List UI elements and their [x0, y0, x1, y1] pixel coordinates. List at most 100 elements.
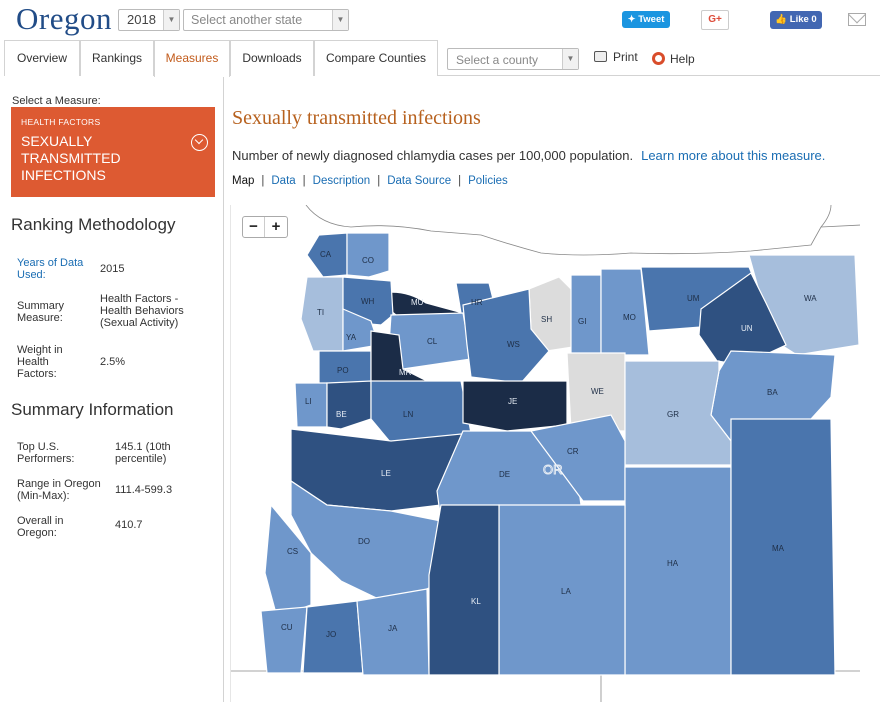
county-label-do: DO	[358, 537, 370, 546]
top-performers-value: 145.1 (10th percentile)	[115, 441, 171, 465]
subnav-separator: |	[458, 175, 462, 187]
county-label-wh: WH	[361, 297, 375, 306]
county-label-mr: MR	[399, 368, 412, 377]
county-je[interactable]	[462, 380, 568, 432]
county-label-cs: CS	[287, 547, 298, 556]
range-value: 111.4-599.3	[115, 484, 173, 496]
county-ja[interactable]	[356, 588, 430, 676]
county-label-le: LE	[381, 469, 391, 478]
summary-information-heading: Summary Information	[11, 400, 174, 419]
lifebuoy-icon	[652, 52, 665, 65]
county-label-we: WE	[591, 387, 604, 396]
twitter-icon: ✦	[627, 14, 636, 25]
county-label-ba: BA	[767, 388, 778, 397]
tweet-button[interactable]: ✦ Tweet	[622, 11, 670, 28]
county-label-ha: HA	[667, 559, 679, 568]
county-ma[interactable]	[730, 418, 836, 676]
years-of-data-label[interactable]: Years of Data Used:	[17, 257, 84, 281]
weight-label: Weight in Health Factors:	[17, 344, 63, 380]
subnav-data-source[interactable]: Data Source	[387, 175, 452, 187]
county-labels: CA CO MU HR SH GI MO UM WA UN TI WH YA CL WS PO MR WE BA LI…	[281, 250, 817, 639]
select-measure-label: Select a Measure:	[12, 95, 101, 107]
print-link[interactable]: Print	[594, 50, 638, 64]
subnav-data[interactable]: Data	[271, 175, 296, 187]
tab-downloads[interactable]: Downloads	[230, 40, 314, 76]
top-header: Oregon 2018 ▼ Select another state ▼ ✦ T…	[0, 0, 880, 40]
county-be[interactable]	[326, 380, 372, 430]
measure-description-text: Number of newly diagnosed chlamydia case…	[232, 148, 634, 163]
state-select[interactable]: Select another state ▼	[183, 9, 349, 31]
help-label: Help	[670, 52, 695, 66]
county-label-cu: CU	[281, 623, 293, 632]
county-kl[interactable]	[428, 504, 500, 676]
thumbs-up-icon: 👍	[775, 14, 788, 25]
county-label-de: DE	[499, 470, 510, 479]
state-abbreviation-label: OR	[543, 462, 563, 477]
measure-selector[interactable]: HEALTH FACTORS SEXUALLY TRANSMITTED INFE…	[11, 107, 215, 197]
zoom-out-button[interactable]: −	[243, 217, 266, 237]
county-co[interactable]	[346, 232, 390, 278]
county-label-gi: GI	[578, 317, 586, 326]
county-label-gr: GR	[667, 410, 679, 419]
google-plus-button[interactable]: G+	[701, 10, 729, 30]
tweet-label: Tweet	[638, 14, 665, 25]
chevron-down-icon: ▼	[163, 10, 179, 30]
measure-title: Sexually transmitted infections	[232, 107, 481, 129]
measure-name: SEXUALLY TRANSMITTED INFECTIONS	[21, 133, 121, 183]
email-icon[interactable]	[848, 13, 866, 26]
county-ha[interactable]	[624, 466, 732, 676]
county-label-hr: HR	[471, 298, 483, 307]
zoom-in-button[interactable]: +	[271, 218, 281, 235]
help-link[interactable]: Help	[652, 50, 695, 66]
county-label-mu: MU	[411, 298, 424, 307]
county-label-mo: MO	[623, 313, 636, 322]
ranking-methodology-heading: Ranking Methodology	[11, 215, 176, 234]
chevron-down-icon: ▼	[332, 10, 348, 30]
tab-measures[interactable]: Measures	[154, 40, 230, 77]
measure-subnav: Map | Data | Description | Data Source | Policie…	[232, 175, 508, 187]
year-select[interactable]: 2018 ▼	[118, 9, 180, 31]
summary-measure-value: Health Factors - Health Behaviors (Sexua…	[100, 293, 184, 329]
county-cu[interactable]	[260, 606, 308, 674]
county-ws[interactable]	[462, 288, 550, 384]
county-label-be: BE	[336, 410, 347, 419]
chevron-down-circle-icon[interactable]	[191, 134, 208, 151]
print-label: Print	[613, 50, 638, 64]
county-label-la: LA	[561, 587, 571, 596]
county-ln[interactable]	[370, 380, 472, 444]
county-label-ya: YA	[346, 333, 357, 342]
county-select[interactable]: Select a county ▼	[447, 48, 579, 70]
county-label-um: UM	[687, 294, 700, 303]
subnav-policies[interactable]: Policies	[468, 175, 508, 187]
county-label-co: CO	[362, 256, 374, 265]
county-ca[interactable]	[306, 232, 348, 278]
county-label-jo: JO	[326, 630, 336, 639]
subnav-description[interactable]: Description	[312, 175, 371, 187]
tab-overview[interactable]: Overview	[4, 40, 80, 76]
tab-compare-counties[interactable]: Compare Counties	[314, 40, 438, 76]
learn-more-link[interactable]: Learn more about this measure.	[641, 148, 826, 163]
county-mo[interactable]	[600, 268, 650, 356]
facebook-like-button[interactable]: 👍 Like 0	[770, 11, 822, 29]
county-label-ws: WS	[507, 340, 520, 349]
county-gi[interactable]	[570, 274, 602, 356]
measure-description: Number of newly diagnosed chlamydia case…	[232, 148, 825, 163]
county-label-cr: CR	[567, 447, 579, 456]
county-map[interactable]: − + CA CO MU HR SH GI MO UM WA UN TI WH YA CL WS PO MR WE…	[230, 205, 860, 702]
years-of-data-value: 2015	[100, 263, 125, 275]
subnav-separator: |	[377, 175, 381, 187]
overall-value: 410.7	[115, 519, 143, 531]
county-gr[interactable]	[624, 360, 732, 466]
county-label-po: PO	[337, 366, 349, 375]
measure-category: HEALTH FACTORS	[21, 117, 101, 127]
subnav-map[interactable]: Map	[232, 175, 255, 187]
county-label-li: LI	[305, 397, 312, 406]
oregon-county-map: CA CO MU HR SH GI MO UM WA UN TI WH YA CL WS PO MR WE BA LI…	[231, 205, 860, 702]
county-label-wa: WA	[804, 294, 817, 303]
zoom-control: − +	[242, 216, 288, 238]
county-label-je: JE	[508, 397, 517, 406]
county-label-ja: JA	[388, 624, 398, 633]
tab-rankings[interactable]: Rankings	[80, 40, 154, 76]
state-title: Oregon	[16, 1, 112, 36]
county-label-kl: KL	[471, 597, 481, 606]
